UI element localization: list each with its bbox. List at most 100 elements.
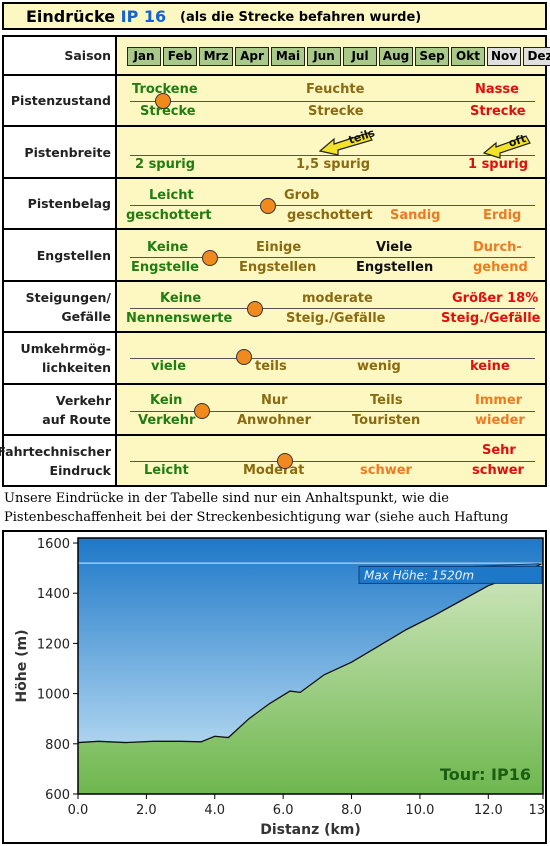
x-tick-label: 13.6	[529, 803, 545, 818]
month-sep: Sep	[415, 47, 449, 66]
header-subtitle: (als die Strecke befahren wurde)	[180, 10, 422, 25]
x-tick-label: 0.0	[68, 803, 89, 818]
tour-label: Tour: IP16	[440, 765, 531, 784]
cell: Keine	[147, 240, 189, 255]
row-label: Pistenbelag	[4, 179, 117, 228]
month-jul: Jul	[343, 47, 377, 66]
month-jan: Jan	[127, 47, 161, 66]
cell: Strecke	[308, 104, 364, 119]
cell: geschottert	[126, 208, 212, 223]
rating-marker	[155, 93, 171, 109]
cell: viele	[151, 359, 187, 374]
cell: Moderat	[243, 463, 305, 478]
row-label: Verkehr auf Route	[4, 385, 117, 434]
scale-line	[130, 101, 535, 102]
x-tick-label: 10.0	[405, 803, 434, 818]
cell: Strecke	[470, 104, 526, 119]
cell: Grob	[284, 188, 320, 203]
rating-marker	[202, 250, 218, 266]
scale-line	[130, 155, 535, 156]
cell: Engstellen	[356, 260, 434, 275]
cell: schwer	[360, 463, 412, 478]
y-tick-label: 1200	[37, 637, 70, 652]
month-okt: Okt	[451, 47, 485, 66]
scale-line	[130, 205, 535, 206]
month-apr: Apr	[235, 47, 269, 66]
x-tick-label: 12.0	[474, 803, 503, 818]
row-pistenzustand: Pistenzustand Trockene Strecke Feuchte S…	[4, 76, 545, 127]
terrain-area	[78, 563, 543, 794]
cell: Erdig	[483, 208, 522, 223]
max-height-pointer	[473, 563, 540, 567]
cell: Feuchte	[306, 82, 365, 97]
row-label: Steigungen/Gefälle	[4, 282, 117, 331]
cell: wenig	[357, 359, 401, 374]
cell: Engstellen	[239, 260, 317, 275]
cell: teils	[255, 359, 287, 374]
x-tick-label: 2.0	[136, 803, 157, 818]
cell: Touristen	[352, 413, 421, 428]
month-mai: Mai	[271, 47, 305, 66]
elevation-svg: 600 800 1000 1200 1400 1600 0.0 2.0 4.0 6.0 8.0 10.…	[14, 537, 545, 838]
cell: Immer	[475, 393, 523, 408]
page-header: Eindrücke IP 16 (als die Strecke befahre…	[2, 2, 547, 30]
cell: Größer 18%	[452, 291, 539, 306]
arrow-label: teils	[347, 129, 376, 147]
y-tick-label: 1600	[37, 537, 70, 552]
plot-frame	[77, 537, 544, 795]
cell: Nur	[261, 393, 288, 408]
cell: Steig./Gefälle	[286, 311, 386, 326]
y-tick-label: 600	[45, 788, 70, 803]
row-label: Fahrtechnischer Eindruck	[0, 436, 117, 485]
cell: Nennenswerte	[126, 311, 233, 326]
rating-marker	[236, 349, 252, 365]
x-axis-label: Distanz (km)	[260, 822, 361, 838]
y-tick-label: 1400	[37, 587, 70, 602]
cell: Steig./Gefälle	[441, 311, 541, 326]
month-mrz: Mrz	[199, 47, 233, 66]
header-title: Eindrücke IP 16	[26, 7, 167, 26]
cell: schwer	[472, 463, 524, 478]
row-fahrtechnik: Fahrtechnischer Eindruck Leicht Moderat s…	[0, 436, 545, 485]
y-tick-label: 1000	[37, 688, 70, 703]
cell: 1 spurig	[468, 157, 529, 172]
arrow-label: oft	[507, 132, 528, 150]
month-nov: Nov	[487, 47, 521, 66]
row-label: Engstellen	[4, 230, 117, 280]
row-pistenbreite: Pistenbreite 2 spurig 1,5 spurig 1 spuri…	[4, 127, 545, 179]
row-steigungen: Steigungen/Gefälle Keine Nennenswerte mo…	[4, 282, 545, 333]
cell: Trockene	[132, 82, 198, 97]
row-saison: Saison Jan Feb Mrz Apr Mai Jun Jul Aug Sep Okt Nov…	[4, 37, 550, 76]
cell: keine	[470, 359, 510, 374]
impressions-table: Saison Jan Feb Mrz Apr Mai Jun Jul Aug Sep Okt Nov…	[0, 35, 550, 487]
cell: Verkehr	[138, 413, 196, 428]
max-height-box	[358, 565, 543, 584]
cell: Anwohner	[237, 413, 311, 428]
month-jun: Jun	[307, 47, 341, 66]
cell: Leicht	[149, 188, 194, 203]
month-dez: Dez	[523, 47, 550, 66]
arrow-teils-icon: teils	[318, 129, 376, 156]
cell: Leicht	[144, 463, 189, 478]
cell: Viele	[376, 240, 413, 255]
cell: Keine	[160, 291, 202, 306]
rating-marker	[260, 198, 276, 214]
scale-line	[130, 308, 535, 309]
cell: moderate	[302, 291, 373, 306]
month-aug: Aug	[379, 47, 413, 66]
route-id: IP 16	[120, 7, 167, 26]
arrow-oft-icon: oft	[482, 132, 531, 159]
cell: wieder	[475, 413, 525, 428]
row-label: Umkehrmög-lichkeiten	[4, 333, 117, 383]
cell: Sehr	[482, 443, 516, 458]
cell: Kein	[150, 393, 183, 408]
elevation-chart: 600 800 1000 1200 1400 1600 0.0 2.0 4.0 6.0 8.0 10.…	[2, 530, 547, 844]
cell: Teils	[370, 393, 403, 408]
row-label: Saison	[4, 37, 117, 74]
x-tick-label: 6.0	[273, 803, 294, 818]
cell: Strecke	[140, 104, 196, 119]
month-feb: Feb	[163, 47, 197, 66]
month-strip: Jan Feb Mrz Apr Mai Jun Jul Aug Sep Okt Nov Dez	[127, 47, 550, 66]
cell: gehend	[473, 260, 528, 275]
rating-marker	[194, 403, 210, 419]
